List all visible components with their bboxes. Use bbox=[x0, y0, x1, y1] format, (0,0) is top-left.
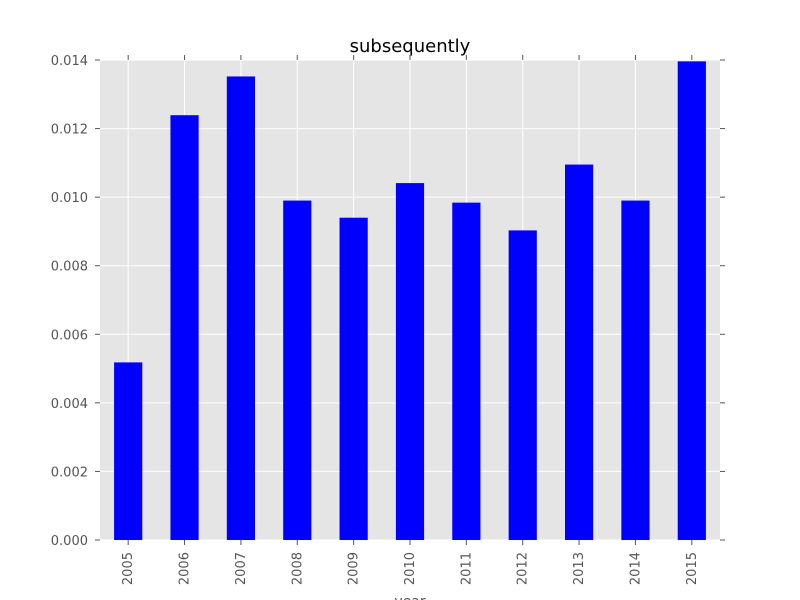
x-tick-label: 2011 bbox=[459, 552, 474, 585]
bar-2013 bbox=[565, 164, 594, 541]
y-tick-label: 0.004 bbox=[51, 397, 88, 412]
bar-2015 bbox=[677, 61, 706, 540]
x-tick-label: 2013 bbox=[572, 552, 587, 585]
chart-title: subsequently bbox=[350, 36, 471, 57]
y-tick-label: 0.010 bbox=[51, 191, 88, 206]
bar-2008 bbox=[283, 200, 312, 541]
bar-2006 bbox=[170, 115, 199, 540]
bars bbox=[114, 61, 706, 541]
y-tick-label: 0.008 bbox=[51, 260, 88, 275]
x-tick-label: 2012 bbox=[516, 552, 531, 585]
x-axis-label: year bbox=[394, 594, 425, 600]
x-axis: 2005 2006 2007 2008 2009 2010 2011 2012 2013 2014… bbox=[121, 55, 700, 585]
x-tick-label: 2015 bbox=[685, 552, 700, 585]
bar-2014 bbox=[621, 200, 650, 541]
x-tick-label: 2009 bbox=[347, 552, 362, 585]
bar-2005 bbox=[114, 362, 143, 540]
y-axis: 0.000 0.002 0.004 0.006 0.008 0.010 0.012 0.014 bbox=[51, 54, 725, 549]
bar-2012 bbox=[508, 230, 537, 540]
bar-2007 bbox=[226, 76, 255, 540]
y-tick-label: 0.002 bbox=[51, 465, 88, 480]
y-tick-label: 0.000 bbox=[51, 534, 88, 549]
x-tick-label: 2014 bbox=[628, 552, 643, 585]
x-tick-label: 2007 bbox=[234, 552, 249, 585]
x-tick-label: 2008 bbox=[290, 552, 305, 585]
bar-2009 bbox=[339, 217, 368, 540]
y-tick-label: 0.012 bbox=[51, 123, 88, 138]
x-tick-label: 2006 bbox=[178, 552, 193, 585]
x-tick-label: 2005 bbox=[121, 552, 136, 585]
bar-2011 bbox=[452, 202, 481, 540]
bar-2010 bbox=[395, 183, 425, 541]
y-tick-label: 0.006 bbox=[51, 328, 88, 343]
x-tick-label: 2010 bbox=[403, 552, 418, 585]
y-tick-label: 0.014 bbox=[51, 54, 88, 69]
